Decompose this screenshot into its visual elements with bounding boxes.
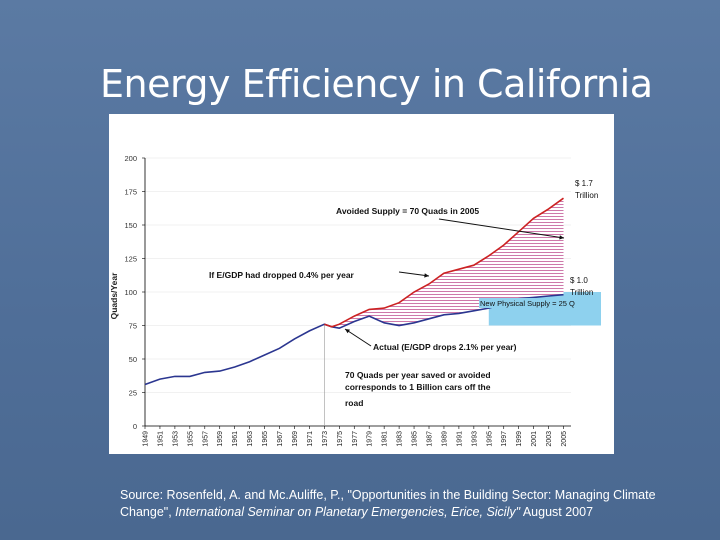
- note-line-2: corresponds to 1 Billion cars off the: [345, 382, 491, 392]
- y-tick-label: 100: [124, 288, 137, 297]
- x-tick-label: 1951: [157, 431, 164, 447]
- x-tick-label: 1987: [427, 431, 434, 447]
- annotations: Avoided Supply = 70 Quads in 2005 If E/GD…: [209, 179, 599, 408]
- caption-text: Source: Rosenfeld, A. and Mc.Auliffe, P.…: [120, 488, 656, 519]
- x-tick-label: 1999: [516, 431, 523, 447]
- avoided-supply-arrow: [438, 218, 565, 239]
- x-tick-label: 2005: [561, 431, 568, 447]
- x-tick-label: 1975: [337, 431, 344, 447]
- y-tick-label: 200: [124, 154, 137, 163]
- x-tick-label: 1969: [292, 431, 299, 447]
- x-tick-label: 1997: [501, 431, 508, 447]
- y-axis-label: Quads/Year: [109, 272, 119, 319]
- slide-title: Energy Efficiency in California: [100, 62, 653, 106]
- x-tick-label: 1963: [247, 431, 254, 447]
- x-tick-label: 1993: [471, 431, 478, 447]
- y-tick-label: 175: [124, 188, 137, 197]
- annotation-actual: Actual (E/GDP drops 2.1% per year): [373, 342, 517, 352]
- if-dropped-arrow-head: [424, 273, 429, 278]
- x-tick-label: 1981: [382, 431, 389, 447]
- x-tick-label: 1979: [367, 431, 374, 447]
- source-caption: Source: Rosenfeld, A. and Mc.Auliffe, P.…: [120, 487, 680, 521]
- y-tick-label: 25: [129, 389, 137, 398]
- hatch-area: [339, 198, 564, 329]
- y-tick-label: 125: [124, 255, 137, 264]
- x-tick-label: 1989: [441, 431, 448, 447]
- x-tick-label: 2003: [546, 431, 553, 447]
- x-tick-label: 1971: [307, 431, 314, 447]
- projected-line: [324, 197, 564, 328]
- x-tick-label: 1991: [456, 431, 463, 447]
- x-tick-labels: 1949 1951 1953 1955 1957 1959 1961 1963 1965 1967…: [143, 426, 568, 447]
- caption-date: August 2007: [520, 505, 594, 519]
- avoided-supply-hatch: [339, 198, 564, 329]
- actual-arrow-head: [345, 329, 350, 334]
- gridlines: [145, 157, 571, 427]
- x-tick-label: 1983: [397, 431, 404, 447]
- end-label-mid-unit: Trillion: [570, 288, 593, 297]
- x-tick-label: 1995: [486, 431, 493, 447]
- annotation-new-supply: New Physical Supply = 25 Q: [480, 299, 575, 308]
- actual-arrow: [344, 328, 372, 347]
- x-tick-label: 1953: [172, 431, 179, 447]
- annotation-if-dropped: If E/GDP had dropped 0.4% per year: [209, 270, 355, 280]
- x-tick-label: 1959: [217, 431, 224, 447]
- note-line-1: 70 Quads per year saved or avoided: [345, 370, 491, 380]
- y-tick-label: 150: [124, 221, 137, 230]
- end-label-mid-value: $ 1.0: [570, 276, 588, 285]
- y-tick-label: 0: [133, 422, 137, 431]
- note-line-3: road: [345, 398, 363, 408]
- x-tick-label: 1949: [143, 431, 150, 447]
- end-label-top-value: $ 1.7: [575, 179, 593, 188]
- x-tick-label: 1955: [187, 431, 194, 447]
- caption-italic: International Seminar on Planetary Emerg…: [175, 505, 521, 519]
- y-tick-label: 75: [129, 322, 137, 331]
- x-tick-label: 1961: [232, 431, 239, 447]
- x-tick-label: 1977: [352, 431, 359, 447]
- if-dropped-arrow: [398, 271, 430, 277]
- end-label-top-unit: Trillion: [575, 191, 598, 200]
- x-tick-label: 1973: [322, 431, 329, 447]
- y-tick-labels: 0 25 50 75 100 125 150 175 200: [124, 154, 145, 431]
- x-tick-label: 1985: [412, 431, 419, 447]
- new-supply-label-bg: [479, 298, 599, 308]
- x-tick-label: 1967: [277, 431, 284, 447]
- chart-panel: 0 25 50 75 100 125 150 175 200 1949 1951 1953 1955 1…: [109, 114, 614, 454]
- y-tick-label: 50: [129, 355, 137, 364]
- avoided-supply-arrow-head: [559, 235, 564, 240]
- annotation-avoided-supply: Avoided Supply = 70 Quads in 2005: [336, 206, 479, 216]
- x-tick-label: 2001: [531, 431, 538, 447]
- x-tick-label: 1957: [202, 431, 209, 447]
- x-tick-label: 1965: [262, 431, 269, 447]
